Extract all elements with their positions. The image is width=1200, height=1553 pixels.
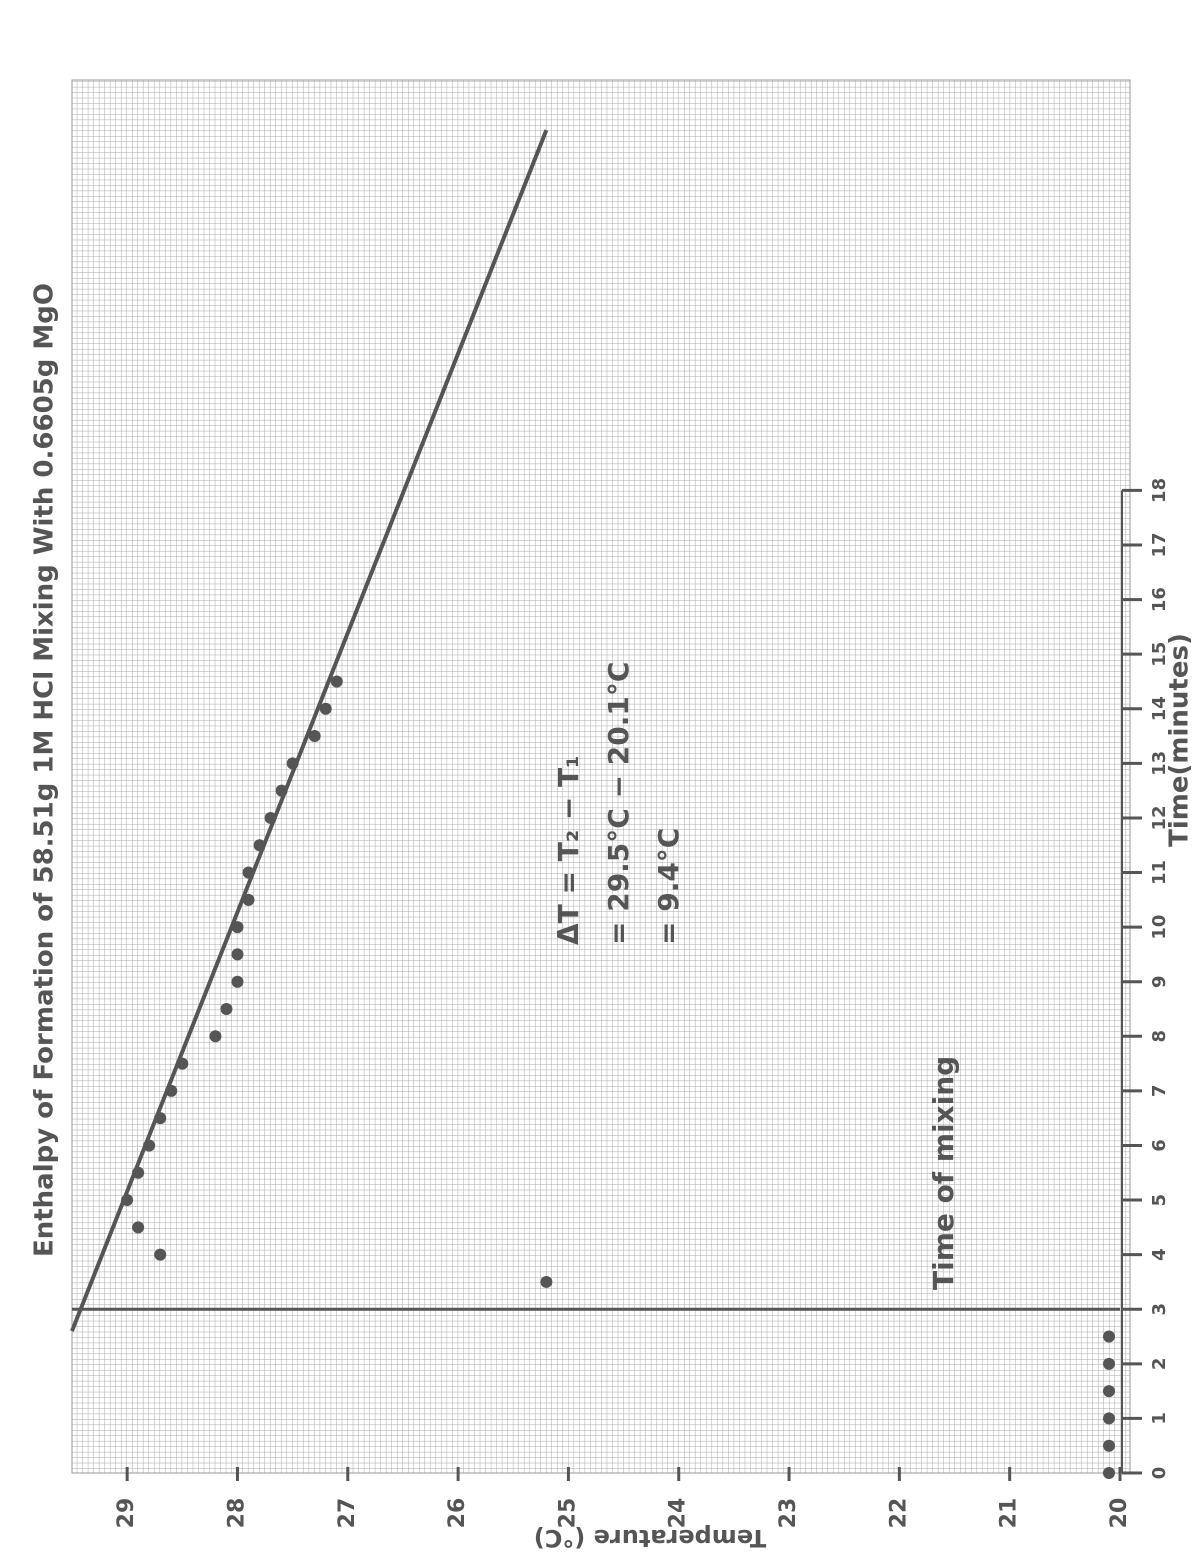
data-point bbox=[275, 784, 288, 797]
y-tick-label: 20 bbox=[1107, 1498, 1132, 1529]
data-point bbox=[1102, 1330, 1115, 1343]
annotation: = 29.5°C − 20.1°C bbox=[602, 662, 635, 945]
data-point bbox=[330, 675, 343, 688]
data-point bbox=[1102, 1385, 1115, 1398]
annotation: Time of mixing bbox=[927, 1056, 960, 1290]
x-axis-label: Time(minutes) bbox=[1165, 633, 1195, 847]
x-tick-label: 10 bbox=[1149, 915, 1170, 940]
y-axis-label: Temperature (°C) bbox=[534, 1524, 767, 1552]
data-point bbox=[1102, 1439, 1115, 1452]
data-point bbox=[242, 893, 255, 906]
x-tick-label: 13 bbox=[1149, 751, 1170, 776]
data-point bbox=[308, 730, 321, 743]
x-tick-label: 17 bbox=[1149, 532, 1170, 557]
x-tick-label: 15 bbox=[1149, 642, 1170, 667]
data-point bbox=[286, 757, 299, 770]
x-tick-label: 0 bbox=[1149, 1467, 1170, 1480]
data-point bbox=[319, 702, 332, 715]
data-point bbox=[231, 948, 244, 961]
data-point bbox=[154, 1112, 167, 1125]
y-tick-label: 23 bbox=[776, 1498, 801, 1529]
y-tick-label: 26 bbox=[445, 1498, 470, 1529]
x-tick-label: 9 bbox=[1149, 975, 1170, 988]
y-tick-label: 29 bbox=[114, 1498, 139, 1529]
data-point bbox=[132, 1221, 145, 1234]
y-tick-label: 27 bbox=[335, 1498, 360, 1529]
y-tick-label: 28 bbox=[224, 1498, 249, 1529]
fit-line bbox=[70, 129, 549, 1332]
x-tick-label: 1 bbox=[1149, 1412, 1170, 1425]
data-point bbox=[154, 1248, 167, 1261]
data-point bbox=[1102, 1357, 1115, 1370]
y-tick-label: 25 bbox=[555, 1498, 580, 1529]
x-tick-label: 14 bbox=[1149, 696, 1170, 721]
x-tick-label: 3 bbox=[1149, 1303, 1170, 1316]
x-tick-label: 11 bbox=[1149, 860, 1170, 885]
x-tick-label: 16 bbox=[1149, 587, 1170, 612]
data-point bbox=[1102, 1467, 1115, 1479]
annotation: ΔT = T₂ − T₁ bbox=[552, 756, 585, 945]
data-point bbox=[132, 1166, 145, 1179]
annotation: = 9.4°C bbox=[652, 828, 685, 945]
x-tick-label: 18 bbox=[1149, 478, 1170, 503]
data-point bbox=[264, 811, 277, 824]
data-point bbox=[220, 1003, 233, 1015]
data-point bbox=[165, 1084, 178, 1097]
y-tick-label: 24 bbox=[666, 1498, 691, 1529]
data-point bbox=[540, 1275, 553, 1288]
data-point bbox=[143, 1139, 156, 1152]
data-point bbox=[253, 839, 266, 852]
data-point bbox=[231, 921, 244, 934]
data-point bbox=[176, 1057, 189, 1070]
x-tick-label: 12 bbox=[1149, 805, 1170, 830]
x-tick-label: 6 bbox=[1149, 1139, 1170, 1152]
x-tick-label: 7 bbox=[1149, 1085, 1170, 1098]
data-point bbox=[209, 1030, 222, 1043]
data-point bbox=[242, 866, 255, 879]
data-point bbox=[121, 1194, 134, 1207]
plot-area bbox=[71, 79, 1131, 1474]
x-tick-label: 8 bbox=[1149, 1030, 1170, 1043]
y-tick-label: 22 bbox=[886, 1498, 911, 1529]
x-tick-label: 2 bbox=[1149, 1358, 1170, 1371]
x-tick-label: 4 bbox=[1149, 1248, 1170, 1261]
y-tick-label: 21 bbox=[997, 1498, 1022, 1529]
data-point bbox=[1102, 1412, 1115, 1425]
data-point bbox=[231, 975, 244, 988]
x-tick-label: 5 bbox=[1149, 1194, 1170, 1207]
chart-title: Enthalpy of Formation of 58.51g 1M HCl M… bbox=[30, 283, 60, 1257]
